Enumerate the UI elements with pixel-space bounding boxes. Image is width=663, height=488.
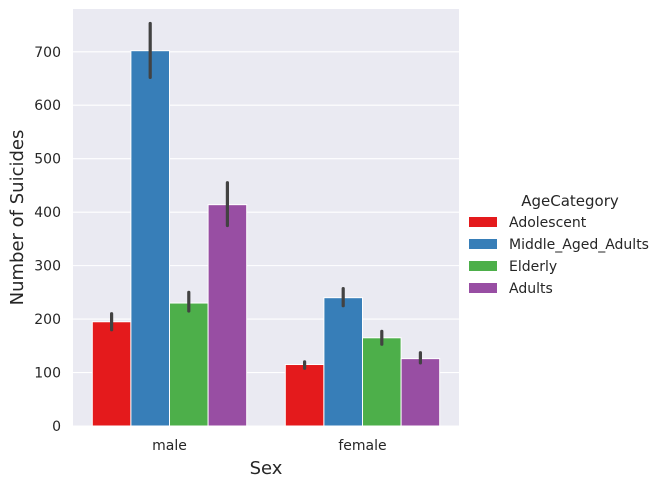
- y-tick-label: 400: [34, 205, 61, 221]
- bars: [91, 50, 441, 427]
- bar-adults-male: [207, 204, 248, 427]
- error-bars: [109, 21, 422, 370]
- legend-label: Elderly: [509, 259, 557, 275]
- y-tick-label: 0: [52, 419, 61, 435]
- legend-swatch: [469, 239, 497, 249]
- x-axis-ticks: male female: [152, 438, 387, 454]
- legend-label: Middle_Aged_Adults: [509, 237, 649, 253]
- x-tick-label: female: [338, 438, 386, 454]
- bar-adolescent-male: [91, 321, 132, 427]
- legend-swatch: [469, 217, 497, 227]
- legend-swatch: [469, 261, 497, 271]
- y-axis-title: Number of Suicides: [7, 130, 28, 306]
- x-axis-title: Sex: [250, 458, 283, 479]
- legend-label: Adults: [509, 281, 553, 297]
- legend-title: AgeCategory: [521, 192, 619, 210]
- y-tick-label: 100: [34, 366, 61, 382]
- legend-label: Adolescent: [509, 215, 587, 231]
- y-tick-label: 200: [34, 312, 61, 328]
- y-tick-label: 300: [34, 259, 61, 275]
- bar-adults-female: [400, 358, 441, 427]
- legend-swatch: [469, 283, 497, 293]
- bar-middle-aged-adults-female: [323, 297, 363, 427]
- x-tick-label: male: [152, 438, 187, 454]
- y-axis-ticks: 0 100 200 300 400 500 600 700: [34, 45, 61, 435]
- legend: AgeCategory Adolescent Middle_Aged_Adults…: [469, 192, 649, 297]
- y-tick-label: 700: [34, 45, 61, 61]
- bar-adolescent-female: [284, 364, 325, 427]
- y-tick-label: 600: [34, 98, 61, 114]
- bar-middle-aged-adults-male: [130, 50, 170, 427]
- bar-elderly-male: [169, 302, 209, 427]
- bar-elderly-female: [362, 337, 402, 427]
- y-tick-label: 500: [34, 152, 61, 168]
